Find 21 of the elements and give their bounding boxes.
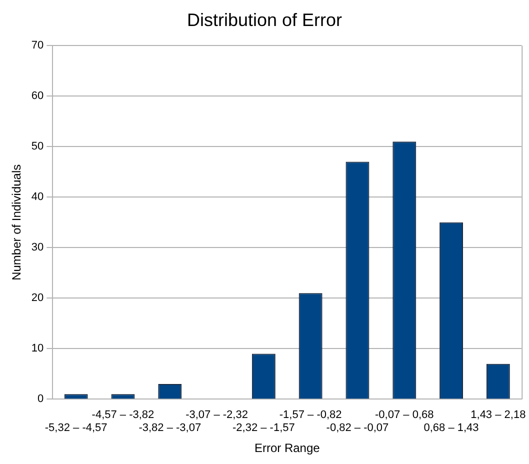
y-tick-label: 70 [31, 40, 44, 52]
x-tick-label: -2,32 – -1,57 [232, 422, 295, 434]
y-tick-label: 50 [31, 140, 44, 153]
x-tick-label: -5,32 – -4,57 [44, 422, 108, 434]
y-tick-label: 30 [31, 242, 44, 254]
y-tick-label: 60 [31, 90, 44, 102]
y-tick-label: 40 [31, 191, 44, 204]
y-tick-label: 10 [31, 342, 44, 355]
y-axis-title: Number of Individuals [10, 164, 24, 280]
x-tick-label: 1,43 – 2,18 [470, 408, 526, 421]
x-tick-label: -0,82 – -0,07 [326, 422, 389, 434]
chart-title: Distribution of Error [186, 10, 342, 30]
y-tick-label: 20 [31, 292, 44, 304]
y-tick-label: 0 [38, 393, 44, 406]
x-tick-label: -1,57 – -0,82 [279, 408, 342, 421]
x-tick-label: -0,07 – 0,68 [375, 408, 434, 421]
x-axis-title: Error Range [254, 441, 320, 456]
x-tick-label: 0,68 – 1,43 [424, 422, 479, 434]
x-tick-label: -3,82 – -3,07 [138, 422, 202, 434]
x-tick-label: -3,07 – -2,32 [186, 408, 248, 421]
x-tick-label: -4,57 – -3,82 [92, 408, 154, 421]
